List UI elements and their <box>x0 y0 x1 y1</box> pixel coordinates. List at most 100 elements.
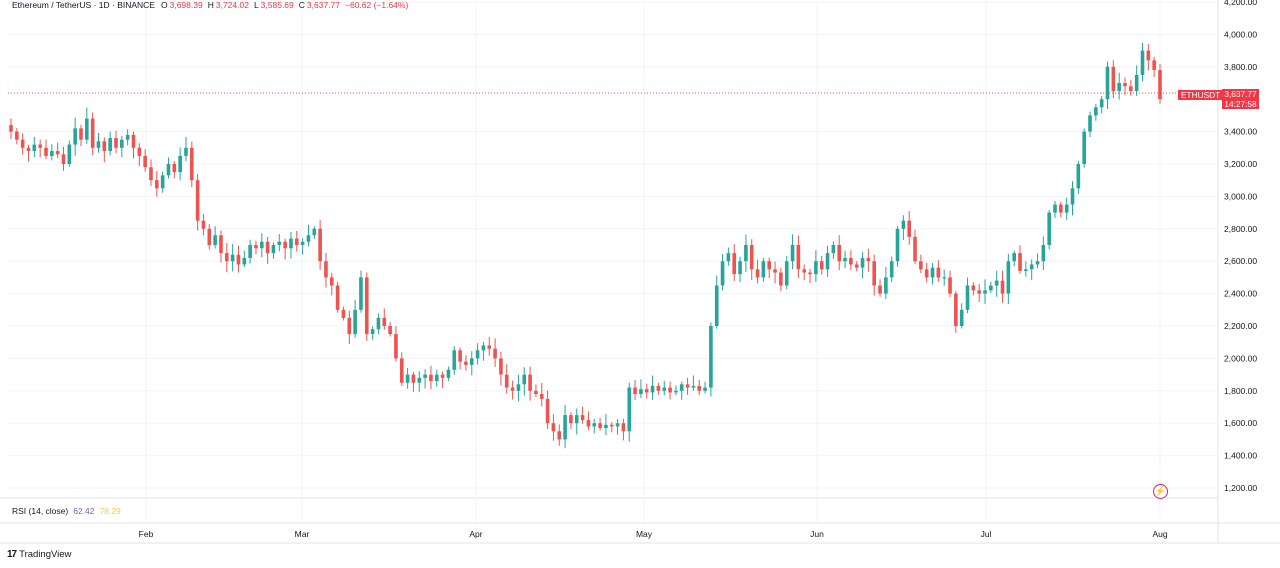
candle-body <box>125 134 130 140</box>
candle-body <box>989 285 993 291</box>
time-axis-label: May <box>636 529 653 539</box>
candle-body <box>709 326 713 388</box>
rsi-ma-value: 78.29 <box>99 506 121 516</box>
change-value: −60.62 (−1.64%) <box>345 0 409 10</box>
candle-body <box>551 423 556 432</box>
candle-body <box>96 141 101 148</box>
candle-body <box>26 147 31 152</box>
candle-body <box>446 369 451 378</box>
candle-body <box>504 374 509 388</box>
candle-body <box>283 241 287 249</box>
candle-body <box>487 345 492 349</box>
candle-body <box>219 235 223 254</box>
candle-body <box>341 309 346 318</box>
candle-body <box>166 164 171 176</box>
candle-body <box>749 245 754 270</box>
candle-body <box>767 261 772 270</box>
candle-body <box>773 269 777 273</box>
candle-body <box>259 241 264 249</box>
candle-body <box>189 147 194 181</box>
candle-body <box>1123 83 1127 87</box>
candle-body <box>644 389 649 393</box>
candle-body <box>679 384 684 391</box>
candle-body <box>1111 66 1116 92</box>
candle-body <box>289 238 293 249</box>
candle-body <box>417 377 422 383</box>
candle-body <box>819 261 824 270</box>
high-label: H <box>207 0 214 10</box>
close-label: C <box>298 0 305 10</box>
candle-body <box>277 241 282 245</box>
price-axis-label: 1,800.00 <box>1224 386 1257 396</box>
candle-body <box>1006 261 1011 294</box>
price-axis-label: 2,200.00 <box>1224 321 1257 331</box>
candle-body <box>615 423 620 427</box>
candle-body <box>971 285 976 291</box>
candle-body <box>32 144 37 152</box>
candle-body <box>347 317 352 335</box>
tradingview-logo[interactable]: 17 TradingView <box>7 549 71 560</box>
candle-body <box>213 235 217 245</box>
candle-body <box>1117 83 1121 92</box>
candle-body <box>1070 188 1075 205</box>
candle-body <box>370 329 375 335</box>
candle-body <box>580 415 585 420</box>
price-axis-label: 4,200.00 <box>1224 0 1257 7</box>
candle-body <box>1099 99 1104 108</box>
candle-body <box>405 374 410 383</box>
rsi-label: RSI (14, close) <box>12 506 69 516</box>
candle-body <box>726 253 731 262</box>
lightning-icon[interactable]: ⚡ <box>1153 484 1168 499</box>
candle-body <box>586 419 591 427</box>
candle-body <box>50 151 54 156</box>
candle-body <box>907 220 912 237</box>
candle-body <box>843 257 847 262</box>
candle-body <box>691 385 696 388</box>
time-axis-label: Apr <box>469 529 482 539</box>
rsi-legend[interactable]: RSI (14, close) 62.42 78.29 <box>12 506 121 516</box>
candle-body <box>382 317 387 326</box>
candle-body <box>271 245 276 254</box>
candle-body <box>563 415 567 440</box>
candle-body <box>685 384 690 388</box>
candle-body <box>592 423 597 427</box>
price-axis-label: 1,200.00 <box>1224 483 1257 493</box>
candle-body <box>948 277 952 294</box>
candle-body <box>1059 204 1063 213</box>
candle-body <box>633 387 637 395</box>
candle-body <box>464 361 468 365</box>
candle-body <box>9 125 13 132</box>
candle-body <box>662 387 667 391</box>
candle-body <box>814 261 818 275</box>
candle-body <box>983 290 987 294</box>
candle-body <box>114 138 118 148</box>
candle-body <box>195 180 200 221</box>
candle-body <box>1082 131 1086 164</box>
candle-body <box>55 151 60 155</box>
candle-body <box>312 228 317 236</box>
candle-body <box>1047 212 1051 245</box>
candle-body <box>703 387 707 391</box>
candle-body <box>598 423 602 429</box>
candle-body <box>1146 50 1151 61</box>
tradingview-name: TradingView <box>19 549 72 560</box>
candle-body <box>236 254 241 265</box>
candle-body <box>1035 261 1040 265</box>
candle-body <box>481 345 486 351</box>
price-axis-label: 4,000.00 <box>1224 29 1257 39</box>
candle-body <box>1024 269 1028 271</box>
rsi-value: 62.42 <box>73 506 95 516</box>
candle-body <box>528 374 532 391</box>
candle-body <box>388 326 392 335</box>
candle-body <box>913 236 917 262</box>
candle-body <box>825 253 830 270</box>
open-value: 3,698.39 <box>169 0 203 10</box>
candle-body <box>294 238 299 245</box>
open-label: O <box>160 0 168 10</box>
candle-body <box>849 257 853 265</box>
time-axis-label: Mar <box>295 529 310 539</box>
candle-body <box>936 267 941 278</box>
candle-body <box>790 245 795 262</box>
last-price-tag: 3,637.77 14:27:58 <box>1222 89 1259 109</box>
